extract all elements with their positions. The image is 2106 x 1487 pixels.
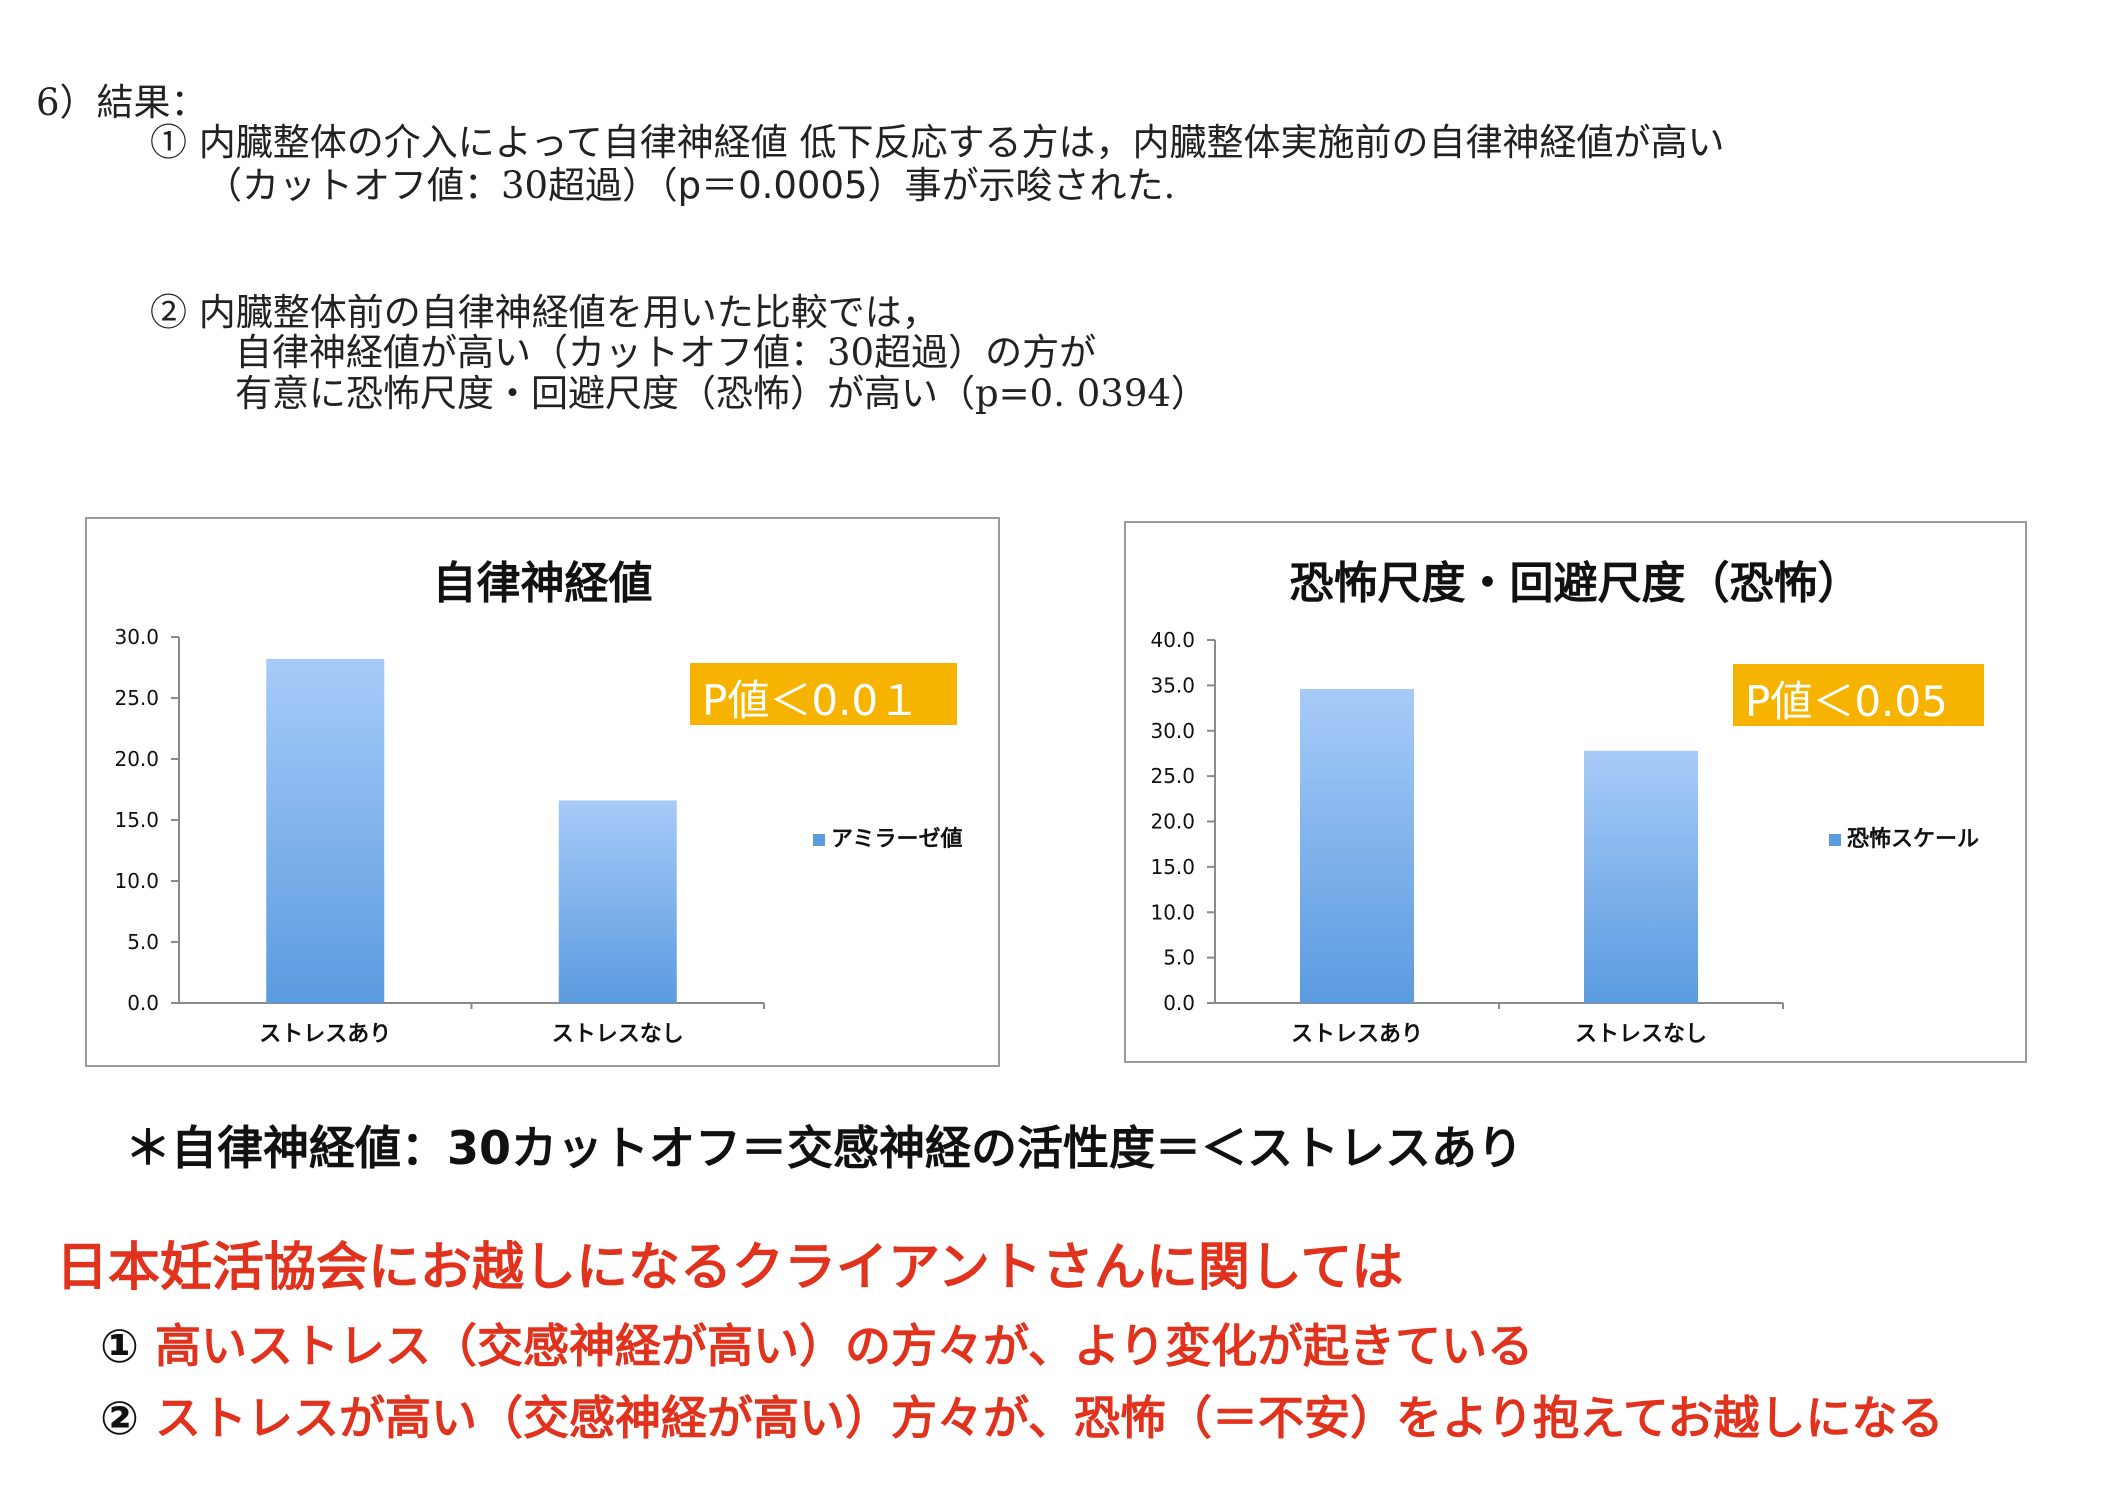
- y-tick-label: 15.0: [1150, 855, 1195, 879]
- result-item-1-line-2: （カットオフ値：30超過）（p＝0.0005）事が示唆された.: [205, 155, 1175, 209]
- result-item-1-line-1: ① 内臓整体の介入によって自律神経値 低下反応する方は，内臓整体実施前の自律神経…: [150, 121, 1725, 164]
- bar: [266, 658, 385, 1003]
- x-tick-label: ストレスなし: [1575, 1022, 1707, 1047]
- y-tick-label: 15.0: [114, 808, 159, 832]
- chart-title: 自律神経値: [432, 558, 653, 609]
- y-tick-label: 25.0: [1150, 764, 1195, 788]
- chart-autonomic: 自律神経値 P値＜0.0１ アミラーゼ値 0.0 5.0 10.0 15.0 20.0 2…: [85, 517, 1000, 1067]
- cutoff-note: ＊自律神経値：30カットオフ＝交感神経の活性度＝＜ストレスあり: [125, 1121, 1524, 1175]
- result-item-1-line-2-b: ）事が示唆された.: [867, 164, 1176, 207]
- x-tick-label: ストレスなし: [552, 1022, 684, 1047]
- bar: [1584, 750, 1698, 1003]
- x-tick-label: ストレスあり: [259, 1022, 391, 1047]
- p-value-text: p＝0.0005: [677, 164, 868, 207]
- y-tick-label: 20.0: [1150, 810, 1195, 834]
- y-tick-label: 10.0: [1150, 900, 1195, 924]
- y-tick-label: 30.0: [114, 625, 159, 649]
- chart-plot: 0.0 5.0 10.0 15.0 20.0 25.0 30.0 35.0 40.0 ストレスあり…: [1150, 628, 1784, 1047]
- legend-label: アミラーゼ値: [831, 827, 963, 852]
- chart-fear: 恐怖尺度・回避尺度（恐怖） P値＜0.05 恐怖スケール 0.0 5.0 10.0 1…: [1124, 521, 2027, 1063]
- point-1-text: 高いストレス（交感神経が高い）の方々が、より変化が起きている: [154, 1319, 1534, 1373]
- y-tick-label: 20.0: [114, 747, 159, 771]
- y-tick-label: 0.0: [127, 991, 159, 1015]
- p-value-badge: P値＜0.0１: [690, 663, 957, 725]
- bar: [1300, 689, 1414, 1003]
- legend-swatch: [813, 834, 825, 846]
- point-2-text: ストレスが高い（交感神経が高い）方々が、恐怖（＝不安）をより抱えてお越しになる: [154, 1391, 1944, 1445]
- chart-plot: 0.0 5.0 10.0 15.0 20.0 25.0 30.0 ストレスあり ストレスなし: [114, 625, 765, 1047]
- legend-label: 恐怖スケール: [1847, 827, 1980, 852]
- chart-title: 恐怖尺度・回避尺度（恐怖）: [1289, 558, 1862, 609]
- result-item-2-line-1: ② 内臓整体前の自律神経値を用いた比較では，: [150, 291, 939, 334]
- bar: [558, 800, 677, 1003]
- conclusion-headline: 日本妊活協会にお越しになるクライアントさんに関しては: [56, 1238, 1404, 1298]
- y-tick-label: 0.0: [1163, 991, 1195, 1015]
- section-heading: 6）結果：: [36, 81, 208, 124]
- y-tick-label: 30.0: [1150, 719, 1195, 743]
- chart-legend: アミラーゼ値: [813, 821, 963, 853]
- y-tick-label: 5.0: [1163, 946, 1195, 970]
- x-tick-label: ストレスあり: [1291, 1022, 1423, 1047]
- y-tick-label: 40.0: [1150, 628, 1195, 652]
- point-2-number: ②: [100, 1391, 139, 1445]
- y-tick-label: 25.0: [114, 686, 159, 710]
- result-item-2-line-2: 自律神経値が高い（カットオフ値：30超過）の方が: [235, 331, 1097, 374]
- legend-swatch: [1829, 834, 1841, 846]
- conclusion-point-2: ② ストレスが高い（交感神経が高い）方々が、恐怖（＝不安）をより抱えてお越しにな…: [100, 1382, 1943, 1448]
- conclusion-point-1: ① 高いストレス（交感神経が高い）の方々が、より変化が起きている: [100, 1310, 1533, 1376]
- result-item-1-line-2-a: （カットオフ値：30超過）（: [205, 164, 678, 207]
- point-1-number: ①: [100, 1319, 139, 1373]
- chart-legend: 恐怖スケール: [1829, 821, 1979, 853]
- y-tick-label: 5.0: [127, 930, 159, 954]
- result-item-2-line-3: 有意に恐怖尺度・回避尺度（恐怖）が高い（p=0. 0394）: [235, 372, 1208, 415]
- y-tick-label: 10.0: [114, 869, 159, 893]
- p-value-badge: P値＜0.05: [1733, 664, 1984, 726]
- y-tick-label: 35.0: [1150, 673, 1195, 697]
